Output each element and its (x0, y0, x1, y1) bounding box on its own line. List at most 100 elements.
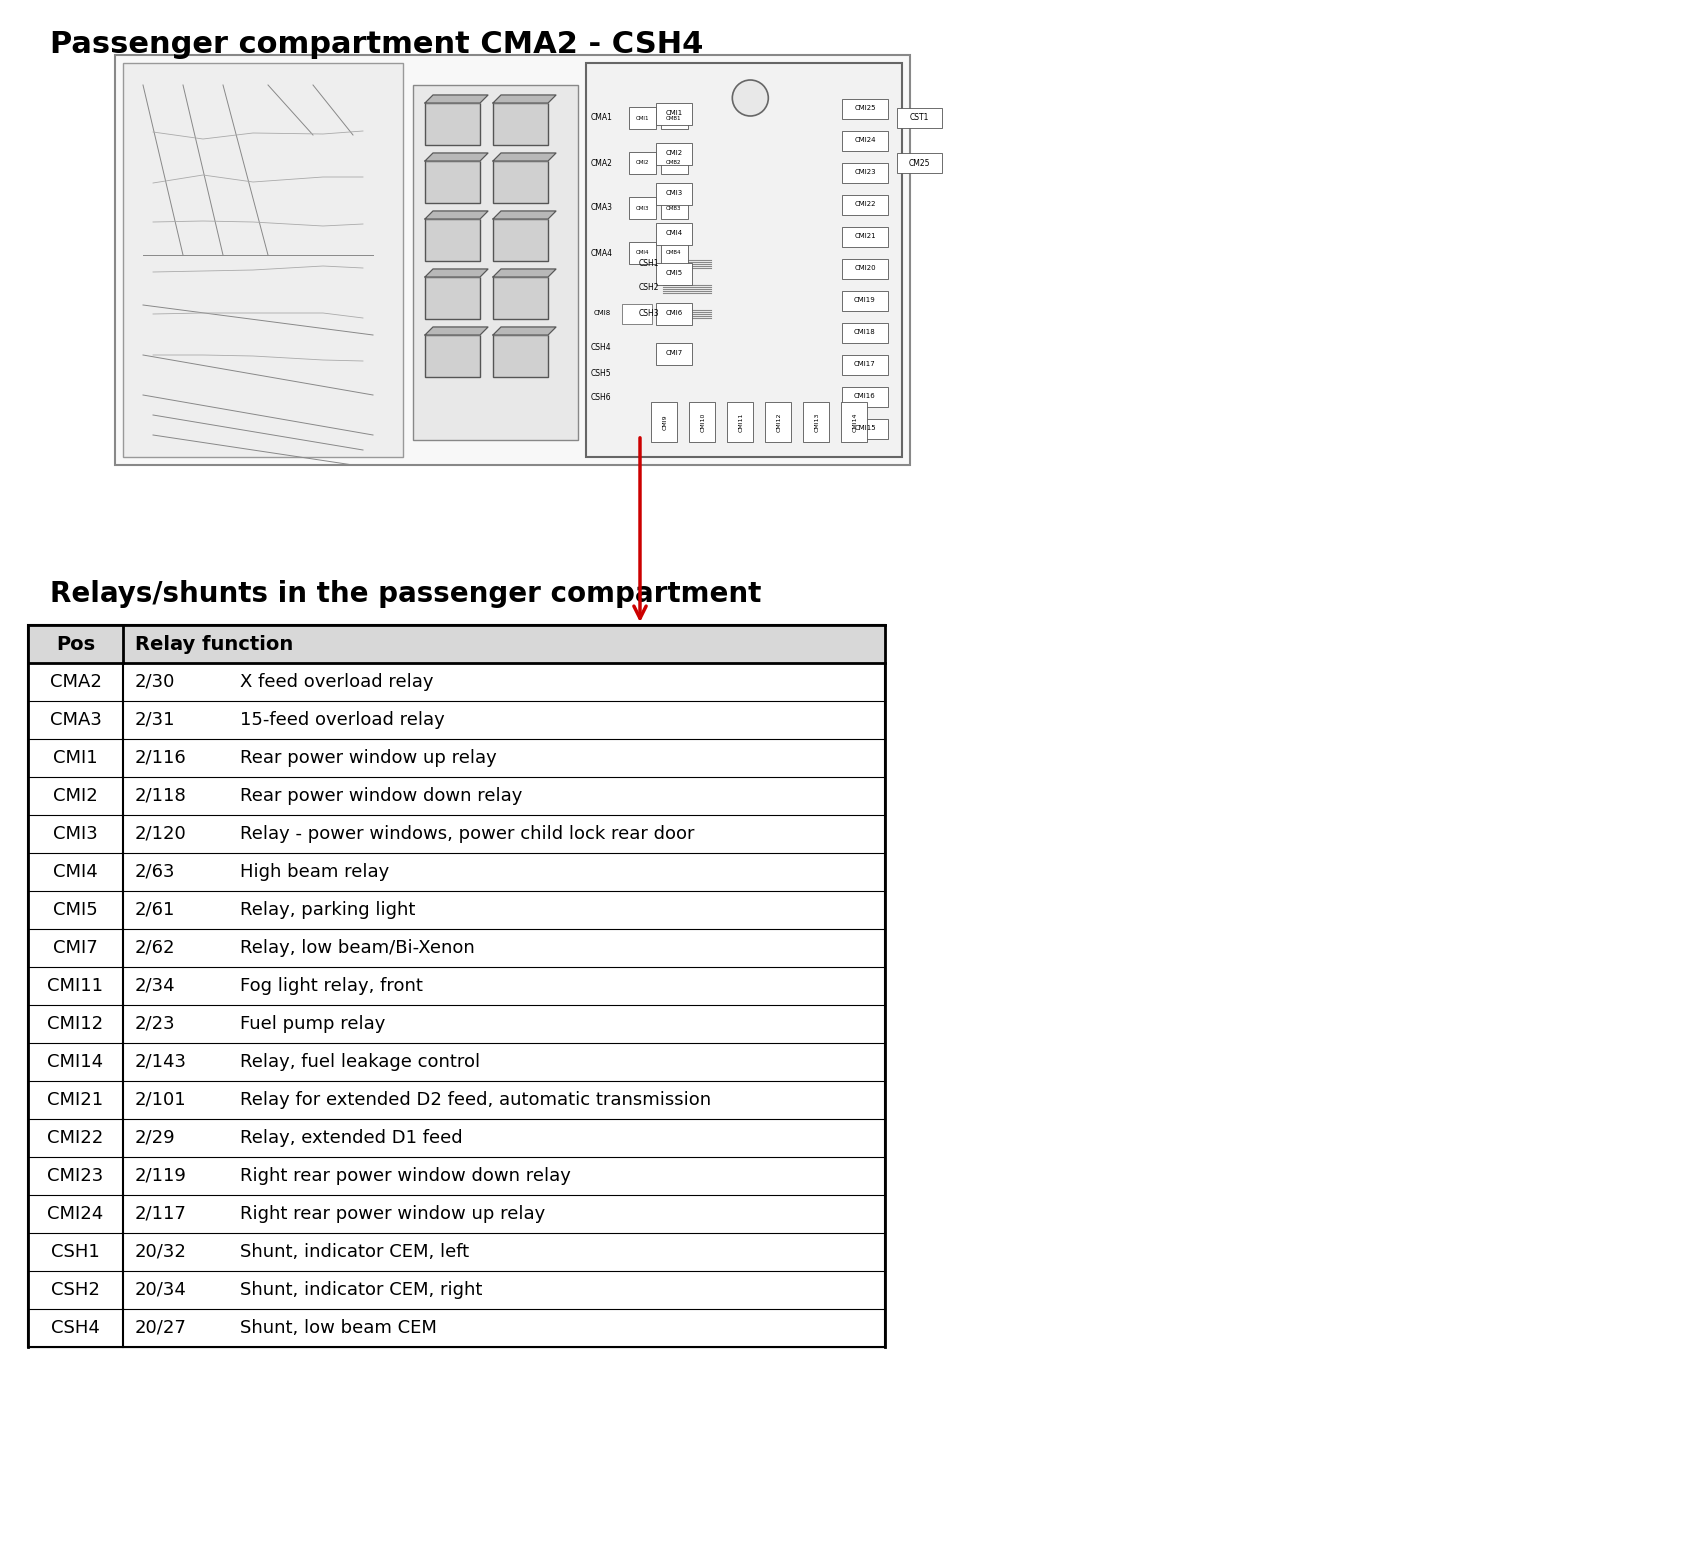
Text: 2/61: 2/61 (135, 901, 176, 919)
Circle shape (733, 81, 769, 116)
Text: CMA2: CMA2 (49, 672, 102, 691)
Bar (660, 242, 687, 264)
Text: Fog light relay, front: Fog light relay, front (240, 977, 423, 995)
Text: CMI13: CMI13 (814, 412, 819, 432)
Bar (726, 402, 753, 443)
Text: Passenger compartment CMA2 - CSH4: Passenger compartment CMA2 - CSH4 (51, 30, 703, 59)
Text: Rear power window down relay: Rear power window down relay (240, 787, 523, 804)
Bar (897, 109, 941, 127)
Text: CMB2: CMB2 (667, 160, 682, 166)
Text: 20/34: 20/34 (135, 1281, 186, 1298)
Text: 2/101: 2/101 (135, 1092, 186, 1109)
Bar (657, 262, 692, 286)
Text: 2/117: 2/117 (135, 1205, 186, 1224)
Text: CSH2: CSH2 (51, 1281, 100, 1298)
Polygon shape (493, 269, 555, 276)
Bar (29, 624, 885, 663)
Text: CMB3: CMB3 (667, 205, 682, 211)
Bar (621, 304, 652, 325)
Bar (657, 343, 692, 365)
Bar (897, 154, 941, 172)
Text: CMI5: CMI5 (52, 901, 98, 919)
Text: 2/34: 2/34 (135, 977, 176, 995)
Text: X feed overload relay: X feed overload relay (240, 672, 433, 691)
Text: Shunt, indicator CEM, left: Shunt, indicator CEM, left (240, 1242, 469, 1261)
Text: CMI16: CMI16 (855, 393, 875, 399)
Text: CMA4: CMA4 (591, 248, 613, 258)
Text: CMI24: CMI24 (47, 1205, 103, 1224)
Text: CMI1: CMI1 (52, 749, 98, 767)
Text: 2/143: 2/143 (135, 1053, 186, 1072)
Text: CM25: CM25 (907, 158, 929, 168)
Text: 2/29: 2/29 (135, 1129, 176, 1148)
Text: CMI22: CMI22 (855, 200, 875, 207)
Text: CMI15: CMI15 (855, 426, 875, 432)
Text: Pos: Pos (56, 635, 95, 654)
Text: 2/31: 2/31 (135, 711, 176, 728)
Bar (660, 152, 687, 174)
Text: CMI21: CMI21 (47, 1092, 103, 1109)
Text: CSH4: CSH4 (51, 1318, 100, 1337)
Text: CMI7: CMI7 (52, 940, 98, 957)
Bar (493, 162, 549, 203)
Bar (29, 624, 885, 1346)
Bar (841, 419, 889, 439)
Bar (630, 107, 655, 129)
Text: CMA2: CMA2 (591, 158, 613, 168)
Text: CMI23: CMI23 (47, 1166, 103, 1185)
Bar (630, 197, 655, 219)
Text: CMI21: CMI21 (855, 233, 875, 239)
Bar (841, 227, 889, 247)
Text: Relay, fuel leakage control: Relay, fuel leakage control (240, 1053, 481, 1072)
Text: Relay, parking light: Relay, parking light (240, 901, 415, 919)
Text: CSH3: CSH3 (638, 309, 659, 317)
Polygon shape (425, 328, 488, 335)
Text: 2/116: 2/116 (135, 749, 186, 767)
Text: CMI1: CMI1 (665, 110, 682, 116)
Bar (493, 219, 549, 261)
Text: Right rear power window down relay: Right rear power window down relay (240, 1166, 571, 1185)
Text: CMI2: CMI2 (635, 160, 648, 166)
Bar (493, 276, 549, 318)
Text: CMI3: CMI3 (52, 825, 98, 843)
Text: CMI2: CMI2 (52, 787, 98, 804)
Polygon shape (425, 95, 488, 102)
Text: CMI4: CMI4 (635, 250, 648, 256)
Text: CMI23: CMI23 (855, 169, 875, 175)
Text: CMI7: CMI7 (665, 349, 682, 356)
Text: 2/120: 2/120 (135, 825, 186, 843)
Bar (657, 143, 692, 165)
Text: 15-feed overload relay: 15-feed overload relay (240, 711, 445, 728)
Text: CMI1: CMI1 (635, 115, 648, 121)
Text: High beam relay: High beam relay (240, 863, 389, 881)
Text: Relay for extended D2 feed, automatic transmission: Relay for extended D2 feed, automatic tr… (240, 1092, 711, 1109)
Bar (493, 102, 549, 144)
Polygon shape (493, 211, 555, 219)
Text: CSH6: CSH6 (591, 393, 611, 402)
Text: CMI4: CMI4 (52, 863, 98, 881)
Bar (657, 224, 692, 245)
Text: 20/32: 20/32 (135, 1242, 186, 1261)
Bar (657, 183, 692, 205)
Bar (657, 303, 692, 325)
Text: CMI24: CMI24 (855, 137, 875, 143)
Polygon shape (493, 328, 555, 335)
Text: 2/63: 2/63 (135, 863, 176, 881)
Bar (841, 387, 889, 407)
Text: CMI14: CMI14 (47, 1053, 103, 1072)
Text: 2/118: 2/118 (135, 787, 186, 804)
Polygon shape (425, 154, 488, 162)
Text: CSH1: CSH1 (638, 258, 659, 267)
Bar (660, 107, 687, 129)
Bar (841, 196, 889, 214)
Bar (841, 290, 889, 311)
Bar (657, 102, 692, 124)
Text: 2/119: 2/119 (135, 1166, 186, 1185)
Text: CSH2: CSH2 (638, 284, 659, 292)
Text: Relay function: Relay function (135, 635, 293, 654)
Bar (425, 335, 481, 377)
Text: CMI11: CMI11 (47, 977, 103, 995)
Bar (841, 402, 867, 443)
Text: CMI19: CMI19 (855, 297, 875, 303)
Text: Fuel pump relay: Fuel pump relay (240, 1016, 386, 1033)
